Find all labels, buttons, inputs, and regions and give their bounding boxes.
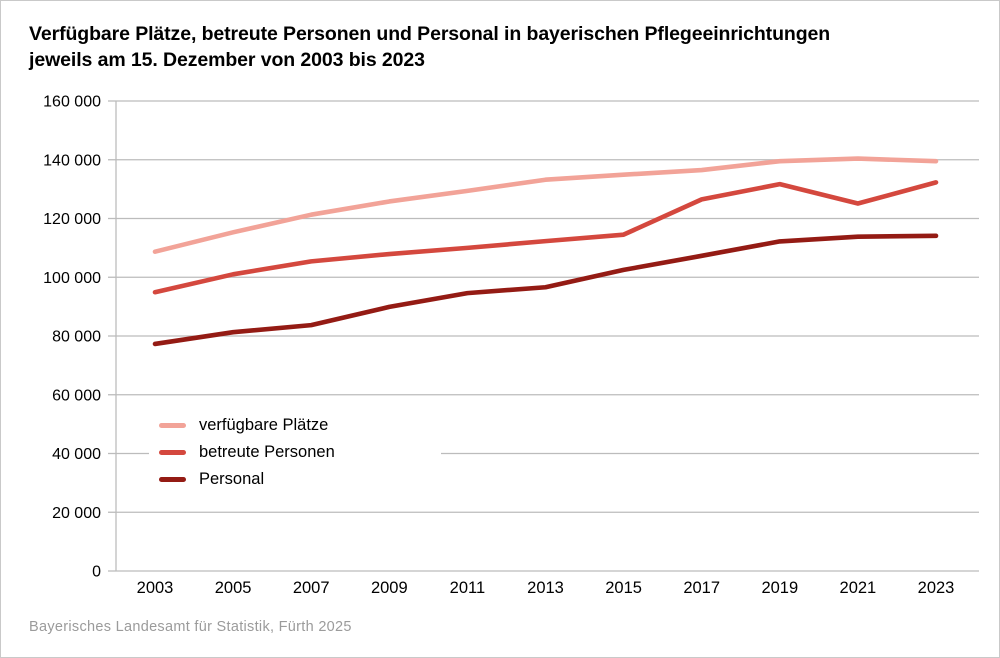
page-title-line1: Verfügbare Plätze, betreute Personen und… — [29, 23, 831, 45]
legend-label: Personal — [199, 470, 265, 488]
x-axis-label: 2019 — [761, 579, 798, 597]
x-axis-label: 2005 — [215, 579, 252, 597]
page-title: Verfügbare Plätze, betreute Personen und… — [29, 21, 979, 73]
x-axis-label: 2003 — [137, 579, 174, 597]
legend-item: verfügbare Plätze — [149, 412, 441, 439]
series-line-0 — [152, 156, 939, 254]
series-line-1 — [152, 180, 939, 295]
series-line-2 — [152, 233, 939, 347]
legend-label: verfügbare Plätze — [199, 416, 329, 434]
legend-item: betreute Personen — [149, 439, 441, 466]
y-axis-label: 140 000 — [43, 152, 101, 169]
x-axis-label: 2021 — [840, 579, 877, 597]
legend-swatch-verfuegbare-plaetze — [159, 423, 186, 428]
legend-swatch-personal — [159, 477, 186, 482]
x-axis-label: 2007 — [293, 579, 330, 597]
x-axis-label: 2011 — [450, 579, 485, 597]
x-axis-label: 2013 — [527, 579, 564, 597]
y-axis-label: 0 — [92, 564, 101, 581]
x-axis-label: 2023 — [918, 579, 955, 597]
x-axis-label: 2015 — [605, 579, 642, 597]
legend-swatch-betreute-personen — [159, 450, 186, 455]
legend: verfügbare Plätze betreute Personen Pers… — [149, 410, 441, 495]
y-axis-label: 120 000 — [43, 211, 101, 228]
legend-item: Personal — [149, 466, 441, 493]
footer-credit: Bayerisches Landesamt für Statistik, Für… — [29, 619, 352, 635]
y-axis-label: 60 000 — [52, 387, 101, 404]
y-axis-label: 100 000 — [43, 270, 101, 287]
x-axis-label: 2009 — [371, 579, 408, 597]
x-axis-label: 2017 — [683, 579, 720, 597]
y-axis-label: 80 000 — [52, 329, 101, 346]
page-title-line2: jeweils am 15. Dezember von 2003 bis 202… — [29, 49, 425, 71]
y-axis-label: 40 000 — [52, 446, 101, 463]
y-axis-label: 160 000 — [43, 94, 101, 111]
y-axis-label: 20 000 — [52, 505, 101, 522]
legend-label: betreute Personen — [199, 443, 335, 461]
